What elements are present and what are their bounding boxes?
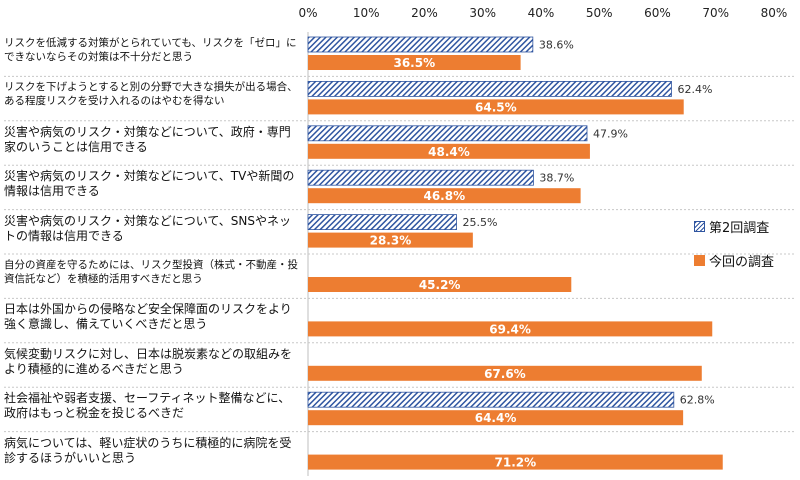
x-tick-label: 0% bbox=[298, 6, 317, 20]
x-tick-label: 10% bbox=[353, 6, 380, 20]
category-label: 災害や病気のリスク・対策などについて、TVや新聞の情報は信用できる bbox=[4, 169, 295, 199]
category-label: 自分の資産を守るためには、リスク型投資（株式・不動産・投資信託など）を積極的活用… bbox=[4, 259, 298, 285]
legend-item-previous: 第2回調査 bbox=[694, 216, 774, 236]
x-tick-label: 30% bbox=[469, 6, 496, 20]
data-label-current: 45.2% bbox=[419, 278, 461, 292]
bar-previous-survey bbox=[307, 36, 534, 53]
x-tick-label: 70% bbox=[702, 6, 729, 20]
x-tick-label: 60% bbox=[644, 6, 671, 20]
data-label-current: 36.5% bbox=[393, 56, 435, 70]
legend-swatch-previous bbox=[694, 220, 705, 232]
data-label-current: 28.3% bbox=[370, 234, 412, 248]
data-label-current: 71.2% bbox=[495, 456, 537, 470]
bar-current-survey bbox=[308, 454, 723, 470]
legend: 第2回調査 今回の調査 bbox=[694, 216, 774, 284]
bar-current-survey bbox=[308, 99, 684, 115]
bar-current-survey bbox=[308, 188, 581, 204]
category-label: リスクを低減する対策がとられていても、リスクを「ゼロ」にできないならその対策は不… bbox=[4, 37, 297, 63]
bar-current-survey bbox=[308, 55, 521, 70]
bar-current-survey bbox=[308, 277, 572, 292]
data-label-current: 46.8% bbox=[423, 189, 465, 203]
bar-current-survey bbox=[308, 143, 590, 159]
data-label-current: 64.5% bbox=[475, 100, 517, 114]
data-label-previous: 62.4% bbox=[677, 83, 712, 96]
x-tick-label: 50% bbox=[586, 6, 613, 20]
data-label-previous: 38.7% bbox=[539, 172, 574, 185]
bar-current-survey bbox=[308, 365, 702, 381]
data-label-current: 67.6% bbox=[484, 367, 526, 381]
category-label: 気候変動リスクに対し、日本は脱炭素などの取組みをより積極的に進めるべきだと思う bbox=[4, 346, 293, 376]
data-label-previous: 47.9% bbox=[593, 127, 628, 140]
data-label-current: 64.4% bbox=[475, 411, 517, 425]
legend-item-current: 今回の調査 bbox=[694, 250, 774, 270]
data-label-current: 69.4% bbox=[489, 322, 531, 336]
category-label: 社会福祉や弱者支援、セーフティネット整備などに、政府はもっと税金を投じるべきだ bbox=[4, 391, 291, 421]
category-label: リスクを下げようとすると別の分野で大きな損失が出る場合、ある程度リスクを受け入れ… bbox=[4, 81, 298, 108]
x-tick-label: 20% bbox=[411, 6, 438, 20]
data-label-current: 48.4% bbox=[428, 145, 470, 159]
data-label-previous: 25.5% bbox=[463, 216, 498, 229]
bar-current-survey bbox=[308, 321, 713, 337]
category-label: 災害や病気のリスク・対策などについて、SNSやネットの情報は信用できる bbox=[4, 213, 292, 243]
category-label: 日本は外国からの侵略など安全保障面のリスクをより強く意識し、備えていくべきだと思… bbox=[4, 302, 292, 332]
bar-current-survey bbox=[308, 410, 684, 426]
data-label-previous: 62.8% bbox=[680, 394, 715, 407]
legend-label-previous: 第2回調査 bbox=[709, 220, 770, 236]
data-label-previous: 38.6% bbox=[539, 39, 574, 52]
bar-current-survey bbox=[308, 232, 473, 248]
legend-label-current: 今回の調査 bbox=[709, 254, 775, 270]
bar-previous-survey bbox=[307, 169, 534, 186]
category-label: 災害や病気のリスク・対策などについて、政府・専門家のいうことは信用できる bbox=[4, 124, 291, 154]
bar-previous-survey bbox=[307, 214, 457, 231]
bar-previous-survey bbox=[307, 391, 675, 408]
x-tick-label: 80% bbox=[761, 6, 788, 20]
legend-swatch-current bbox=[694, 254, 705, 266]
x-tick-label: 40% bbox=[528, 6, 555, 20]
bar-previous-survey bbox=[307, 125, 588, 142]
category-label: 病気については、軽い症状のうちに積極的に病院を受診するほうがいいと思う bbox=[4, 435, 292, 465]
bar-previous-survey bbox=[307, 81, 672, 97]
